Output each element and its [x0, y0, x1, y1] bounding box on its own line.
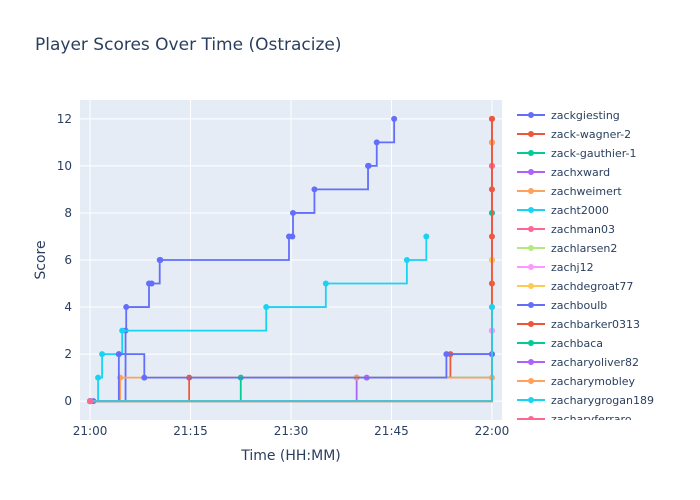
legend-swatch-marker [528, 359, 534, 365]
data-point [290, 209, 297, 216]
legend-swatch-marker [528, 112, 534, 118]
y-tick-label: 8 [64, 206, 72, 220]
chart-title: Player Scores Over Time (Ostracize) [35, 35, 342, 55]
series-line [90, 307, 493, 403]
legend-item[interactable]: zacharygrogan189 [517, 394, 654, 407]
legend-item[interactable]: zacharyoliver82 [517, 356, 639, 369]
data-point [148, 280, 155, 287]
y-tick-label: 2 [64, 347, 72, 361]
legend-label: zachbarker0313 [551, 318, 640, 331]
legend-swatch-marker [528, 283, 534, 289]
data-point [365, 162, 372, 169]
legend-label: zack-wagner-2 [551, 128, 631, 141]
legend-item[interactable]: zachbaca [517, 337, 603, 350]
series-lines [87, 115, 495, 405]
data-point [289, 233, 296, 240]
y-tick-label: 0 [64, 394, 72, 408]
legend-item[interactable]: zack-gauthier-1 [517, 147, 637, 160]
legend-item[interactable]: zachweimert [517, 185, 622, 198]
data-point [119, 327, 126, 334]
data-point [423, 233, 430, 240]
y-tick-label: 6 [64, 253, 72, 267]
legend-item[interactable]: zachbarker0313 [517, 318, 640, 331]
legend-label: zachman03 [551, 223, 615, 236]
data-point [95, 374, 102, 381]
legend-item[interactable]: zack-wagner-2 [517, 128, 631, 141]
data-point [263, 304, 270, 311]
legend-item[interactable]: zachxward [517, 166, 610, 179]
x-tick-label: 22:00 [475, 424, 510, 438]
legend-swatch-marker [528, 150, 534, 156]
y-tick-labels: 0 2 4 6 8 10 12 [57, 112, 72, 408]
legend-label: zachboulb [551, 299, 607, 312]
legend-label: zacht2000 [551, 204, 609, 217]
x-tick-labels: 21:00 21:15 21:30 21:45 22:00 [73, 424, 509, 438]
legend-label: zacharyoliver82 [551, 356, 639, 369]
legend-label: zachweimert [551, 185, 622, 198]
legend-swatch-marker [528, 207, 534, 213]
data-point [141, 374, 148, 381]
data-point [488, 304, 495, 311]
data-point [373, 139, 380, 146]
legend-item[interactable]: zacharymobley [517, 375, 636, 388]
y-tick-label: 10 [57, 159, 72, 173]
legend-swatch-marker [528, 416, 534, 420]
x-axis-title: Time (HH:MM) [240, 448, 341, 464]
data-point [443, 351, 450, 358]
legend-swatch-marker [528, 321, 534, 327]
legend-label: zachdegroat77 [551, 280, 633, 293]
data-point [87, 398, 94, 405]
legend-label: zachxward [551, 166, 610, 179]
data-point [123, 304, 130, 311]
legend-swatch-marker [528, 397, 534, 403]
y-tick-label: 4 [64, 300, 72, 314]
legend-swatch-marker [528, 188, 534, 194]
legend-item[interactable]: zacharyferraro [517, 413, 632, 426]
legend-item[interactable]: zachman03 [517, 223, 615, 236]
legend-items: zackgiesting zack-wagner-2 zack-gauthier-1… [517, 109, 654, 426]
x-tick-label: 21:45 [374, 424, 409, 438]
legend-label: zack-gauthier-1 [551, 147, 637, 160]
legend-swatch-marker [528, 378, 534, 384]
series-line [90, 353, 492, 403]
legend-item[interactable]: zachboulb [517, 299, 607, 312]
legend-label: zachlarsen2 [551, 242, 617, 255]
legend-swatch-marker [528, 169, 534, 175]
y-tick-label: 12 [57, 112, 72, 126]
legend-item[interactable]: zacht2000 [517, 204, 609, 217]
x-tick-label: 21:15 [173, 424, 208, 438]
data-point [488, 115, 495, 122]
legend-swatch-marker [528, 131, 534, 137]
data-point [157, 257, 164, 263]
series-zacharyferraro [87, 398, 94, 405]
legend-swatch-marker [528, 264, 534, 270]
x-tick-label: 21:00 [73, 424, 108, 438]
legend-label: zachj12 [551, 261, 594, 274]
legend-label: zacharygrogan189 [551, 394, 654, 407]
data-point [322, 280, 329, 287]
legend-swatch-marker [528, 245, 534, 251]
x-tick-label: 21:30 [274, 424, 309, 438]
legend-swatch-marker [528, 226, 534, 232]
data-point [115, 351, 122, 358]
data-point [99, 351, 106, 358]
legend[interactable]: zackgiesting zack-wagner-2 zack-gauthier-1… [517, 109, 654, 426]
data-point [311, 186, 318, 193]
legend-item[interactable]: zackgiesting [517, 109, 620, 122]
legend-item[interactable]: zachlarsen2 [517, 242, 617, 255]
legend-label: zachbaca [551, 337, 603, 350]
legend-item[interactable]: zachj12 [517, 261, 594, 274]
legend-label: zacharyferraro [551, 413, 632, 426]
legend-label: zacharymobley [551, 375, 636, 388]
data-point [391, 115, 398, 122]
legend-swatch-marker [528, 340, 534, 346]
legend-item[interactable]: zachdegroat77 [517, 280, 633, 293]
legend-swatch-marker [528, 302, 534, 308]
legend-label: zackgiesting [551, 109, 620, 122]
data-point [403, 257, 410, 263]
y-axis-title: Score [33, 240, 49, 279]
